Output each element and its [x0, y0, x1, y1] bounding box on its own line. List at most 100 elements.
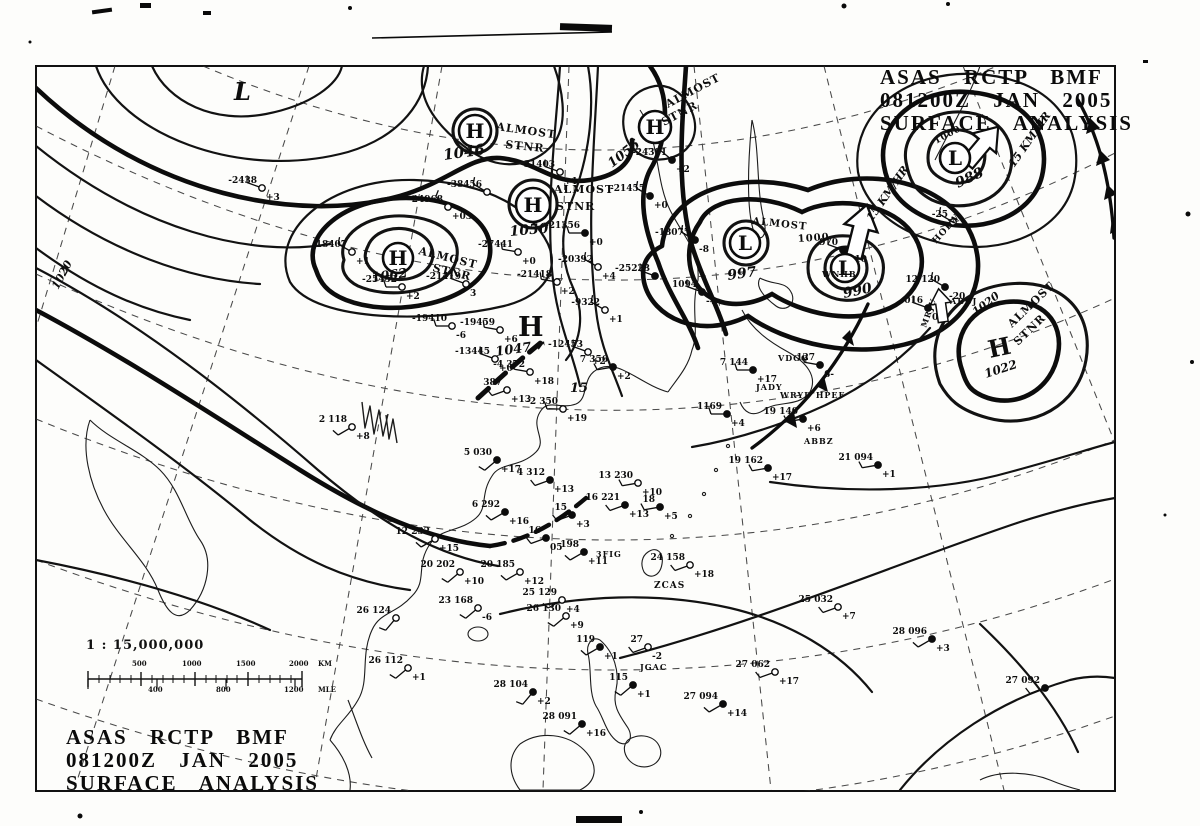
station-value: -21418 — [517, 270, 552, 280]
title-line: ASAS RCTP BMF — [880, 65, 1103, 89]
station-value: -21455 — [610, 184, 645, 194]
station-value: 387 — [483, 378, 502, 388]
station-plot: 2 118 +8 — [319, 415, 370, 442]
station-value: 28 104 — [494, 680, 528, 690]
station-plot: 28 091 +16 — [543, 712, 607, 739]
station-plot: 7 356+2 — [580, 355, 631, 382]
station-value: 25 129 — [523, 588, 557, 598]
station-plot: 27 -2 — [628, 635, 662, 662]
title-block-top-right: ASAS RCTP BMF 081200Z JAN 2005 SURFACE A… — [880, 66, 1133, 135]
station-value: +1 — [637, 690, 651, 700]
station-value: 21 094 — [839, 453, 873, 463]
map-label: JADY — [755, 382, 783, 392]
station-value: 1169 — [697, 402, 722, 412]
station-value: +6 — [504, 335, 518, 345]
scale-km-tick: 2000 — [289, 659, 309, 668]
station-plot: 19 162 +17 — [729, 456, 793, 483]
station-value: +4 — [731, 419, 745, 429]
station-value: +3 — [936, 644, 950, 654]
station-value: 1094 — [672, 280, 697, 290]
station-value: +15 — [439, 544, 459, 554]
station-value: +0 — [522, 257, 536, 267]
map-label: H — [518, 312, 544, 343]
station-value: -24391 — [632, 148, 667, 158]
station-value: 127 — [796, 353, 815, 363]
scan-artifacts — [28, 2, 1194, 823]
map-scale: 1 : 15,000,000 500 1000 1500 2000 KM 400… — [86, 638, 346, 699]
scale-km-tick: 1000 — [182, 659, 202, 668]
station-value: 27 092 — [1006, 676, 1040, 686]
station-plot: 4 312 +13 — [517, 468, 574, 495]
pressure-center: H — [514, 186, 552, 224]
pressure-center-letter: L — [948, 146, 962, 170]
station-value: +16 — [586, 729, 606, 739]
map-label: WRYD HPEF — [779, 390, 845, 400]
station-value: -18407 — [312, 240, 347, 250]
station-value: +1 — [356, 257, 370, 267]
station-value: -4 372 — [493, 360, 525, 370]
station-value: +17 — [757, 375, 777, 385]
station-plot: 13 230 +10 — [599, 471, 663, 498]
station-value: +0 — [654, 201, 668, 211]
station-value: +12 — [524, 577, 544, 587]
station-plot: 15 +3 — [552, 503, 590, 530]
pressure-center: H — [637, 109, 673, 145]
title-block-bottom-left: ASAS RCTP BMF 081200Z JAN 2005 SURFACE A… — [66, 726, 319, 795]
map-label: L — [233, 77, 251, 106]
movement-arrow — [841, 202, 880, 261]
scale-mile-tick: 800 — [216, 685, 231, 694]
scale-mile-tick: 400 — [148, 685, 163, 694]
map-label: 1046 — [442, 140, 486, 164]
station-plot: 5 030 +17 — [464, 448, 521, 475]
station-plot: 127 6- — [796, 353, 834, 380]
station-value: +14 — [727, 709, 747, 719]
station-value: -8 — [699, 245, 709, 255]
station-plot: -21418 +2 — [517, 270, 575, 297]
station-value: +10 — [642, 488, 662, 498]
station-value: +3 — [266, 193, 280, 203]
station-value: 016 — [904, 296, 923, 306]
pressure-centers: H H H H L L L — [381, 109, 972, 284]
station-value: +18 — [534, 377, 554, 387]
station-value: 3 — [470, 289, 476, 299]
station-value: -27441 — [478, 240, 513, 250]
station-value: 4 312 — [517, 468, 545, 478]
map-label: WNHB — [821, 269, 857, 279]
station-value: -38456 — [447, 180, 482, 190]
pressure-center-letter: L — [738, 231, 752, 255]
station-plot: 18 +5 — [640, 495, 678, 522]
station-plot: 115 +1 — [609, 673, 651, 700]
station-value: +1 — [609, 315, 623, 325]
scale-bar: 500 1000 1500 2000 KM 400 800 1200 MLE — [86, 659, 346, 699]
station-value: +2 — [561, 287, 575, 297]
pressure-center-letter: H — [466, 119, 485, 143]
fronts — [475, 98, 1115, 450]
station-value: -20392 — [558, 255, 593, 265]
station-value: +1 — [882, 470, 896, 480]
pressure-center: H — [457, 113, 493, 149]
station-value: 28 091 — [543, 712, 577, 722]
station-value: -6 — [456, 331, 466, 341]
map-label: 3FIG — [596, 549, 622, 559]
station-value: 198 — [560, 540, 579, 550]
station-value: +9 — [570, 621, 584, 631]
station-plot: 23 168 -6 — [439, 596, 492, 623]
station-plot: -21455 +0 — [610, 181, 668, 211]
station-value: 20 185 — [481, 560, 515, 570]
station-plot: -27441 +0 — [478, 240, 536, 267]
station-value: -4 — [706, 297, 716, 307]
station-value: +8 — [356, 432, 370, 442]
scale-mile-tick: 1200 — [284, 685, 304, 694]
pressure-center: L — [829, 252, 861, 284]
station-value: 115 — [609, 673, 628, 683]
station-value: 5 030 — [464, 448, 492, 458]
station-value: -25452 — [362, 275, 397, 285]
map-label: STNR — [556, 200, 595, 213]
coastlines — [85, 66, 1081, 791]
title-line: SURFACE ANALYSIS — [880, 111, 1133, 135]
map-label: 15 — [570, 381, 588, 396]
station-value: 2 118 — [319, 415, 347, 425]
station-value: +1 — [604, 652, 618, 662]
